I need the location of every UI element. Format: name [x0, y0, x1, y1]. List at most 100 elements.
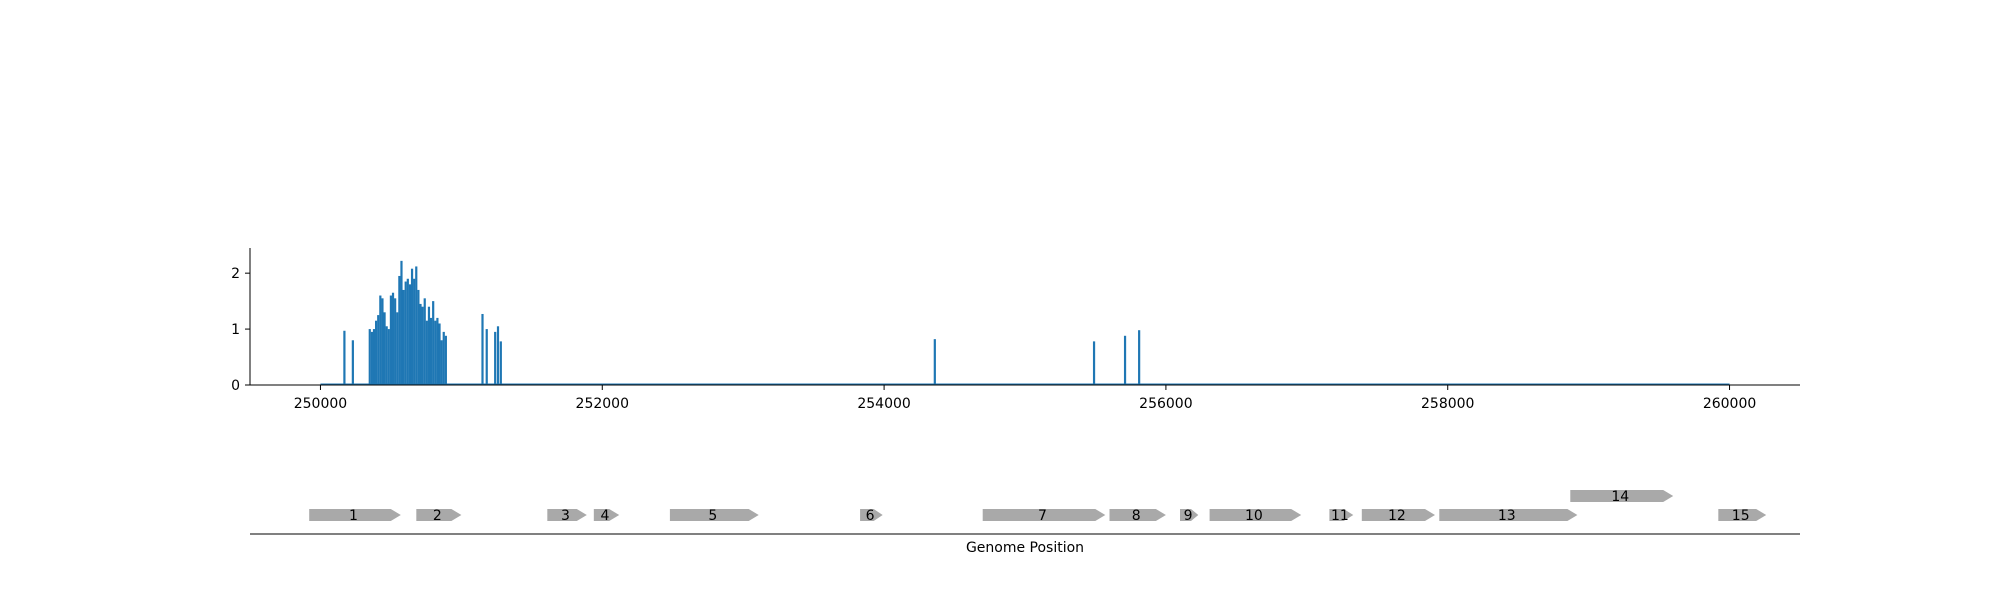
gene-arrow-shape: [1109, 509, 1166, 521]
coverage-bar: [383, 312, 386, 385]
coverage-bar: [419, 303, 422, 385]
coverage-bar: [391, 292, 395, 385]
coverage-bar: [375, 320, 378, 385]
gene-arrow-shape: [1718, 509, 1767, 521]
coverage-bar: [421, 306, 424, 385]
gene-9: 9: [1180, 508, 1199, 524]
x-axis-ticks: 250000 252000 254000 256000 258000 260000: [294, 385, 1756, 412]
y-tick-label: 2: [231, 266, 240, 282]
coverage-bar: [396, 312, 399, 385]
coverage-bar: [370, 331, 373, 385]
coverage-plot: 250000 252000 254000 256000 258000 260000 0 1 2: [231, 248, 1800, 412]
coverage-bar: [408, 284, 412, 385]
gene-label: 8: [1132, 508, 1141, 524]
coverage-bar: [438, 323, 441, 385]
coverage-bar: [423, 298, 426, 385]
coverage-bar: [434, 320, 437, 385]
coverage-bar: [444, 335, 447, 385]
gene-arrow-shape: [982, 509, 1106, 521]
coverage-bar: [372, 329, 376, 385]
gene-4: 4: [593, 508, 620, 524]
y-axis-ticks: 0 1 2: [231, 266, 250, 394]
gene-arrow-shape: [1361, 509, 1435, 521]
gene-arrow-shape: [669, 509, 759, 521]
gene-arrow-shape: [1570, 490, 1674, 502]
x-tick-label: 258000: [1421, 396, 1474, 412]
coverage-bar: [933, 339, 936, 385]
coverage-bar: [368, 329, 371, 385]
gene-2: 2: [416, 508, 462, 524]
coverage-bar: [1138, 330, 1141, 385]
coverage-bar: [351, 340, 354, 385]
y-tick-label: 0: [231, 378, 240, 394]
coverage-bar: [404, 281, 407, 385]
gene-label: 13: [1498, 508, 1516, 524]
coverage-bar: [481, 313, 484, 385]
coverage-bar: [402, 289, 405, 385]
gene-label: 9: [1184, 508, 1193, 524]
genome-position-label: Genome Position: [966, 540, 1084, 556]
coverage-bar: [381, 298, 384, 385]
gene-label: 4: [601, 508, 610, 524]
gene-label: 1: [349, 508, 358, 524]
coverage-bar: [442, 331, 445, 385]
gene-label: 2: [433, 508, 442, 524]
coverage-bar: [494, 331, 497, 385]
x-tick-label: 260000: [1703, 396, 1756, 412]
coverage-bar: [398, 275, 401, 385]
gene-10: 10: [1209, 508, 1302, 524]
gene-label: 15: [1732, 508, 1750, 524]
gene-label: 6: [866, 508, 875, 524]
gene-label: 5: [708, 508, 717, 524]
gene-6: 6: [860, 508, 883, 524]
gene-13: 13: [1439, 508, 1578, 524]
gene-1: 1: [309, 508, 401, 524]
gene-3: 3: [547, 508, 587, 524]
coverage-bar: [425, 320, 428, 385]
gene-15: 15: [1718, 508, 1767, 524]
gene-label: 7: [1038, 508, 1047, 524]
coverage-bar: [436, 317, 439, 385]
gene-5: 5: [669, 508, 759, 524]
coverage-bar: [406, 278, 409, 385]
coverage-bar: [432, 301, 435, 385]
coverage-bar: [377, 315, 380, 385]
coverage-bar: [440, 340, 443, 385]
gene-arrow-shape: [547, 509, 587, 521]
y-tick-label: 1: [231, 322, 240, 338]
gene-arrow-shape: [309, 509, 401, 521]
coverage-bar: [387, 329, 390, 385]
gene-arrow-shape: [1180, 509, 1199, 521]
gene-11: 11: [1329, 508, 1354, 524]
gene-arrow-shape: [1329, 509, 1354, 521]
coverage-bars: [343, 260, 1141, 385]
gene-arrow-shape: [1439, 509, 1578, 521]
coverage-bar: [385, 326, 388, 385]
coverage-bar: [389, 295, 393, 385]
coverage-bar: [485, 329, 488, 385]
coverage-bar: [427, 306, 431, 385]
coverage-bar: [413, 278, 416, 385]
coverage-bar: [499, 341, 502, 385]
x-tick-label: 252000: [576, 396, 629, 412]
coverage-bar: [379, 295, 382, 385]
coverage-bar: [410, 268, 414, 385]
coverage-bar: [429, 317, 433, 385]
gene-8: 8: [1109, 508, 1166, 524]
coverage-bar: [415, 266, 418, 385]
coverage-bar: [1123, 335, 1127, 385]
gene-arrow-shape: [860, 509, 883, 521]
gene-label: 14: [1611, 489, 1629, 505]
gene-arrow-shape: [1209, 509, 1302, 521]
x-tick-label: 250000: [294, 396, 347, 412]
x-tick-label: 254000: [857, 396, 910, 412]
coverage-bar: [400, 260, 403, 385]
coverage-bar: [417, 289, 420, 385]
x-tick-label: 256000: [1139, 396, 1192, 412]
coverage-bar: [343, 330, 346, 385]
coverage-bar: [394, 298, 397, 385]
